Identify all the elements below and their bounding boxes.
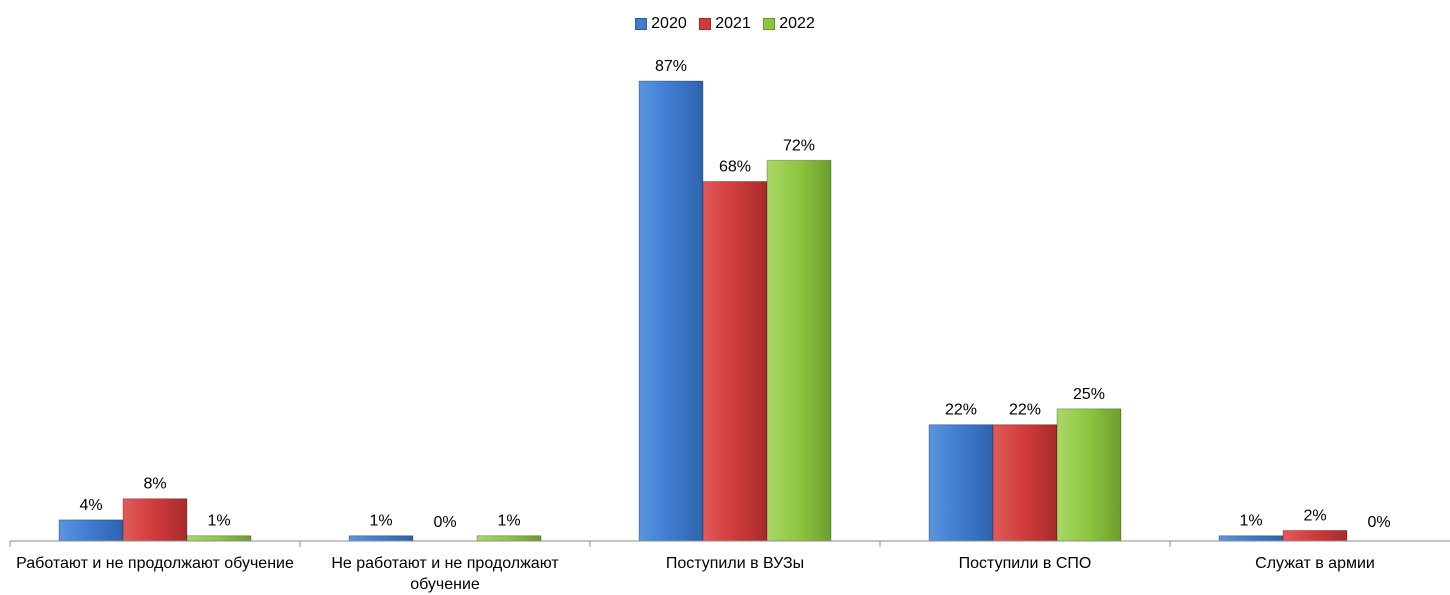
value-labels-layer: 4% 8% 1% 1% 0% 1% 87% 68% 72% 22% 22% 25% 1% 2% 0% (79, 58, 1390, 531)
bar-not-working-2020 (348, 535, 414, 542)
bar-colleges-2020 (928, 424, 994, 542)
bar-colleges-2022 (1056, 408, 1122, 542)
value-label-colleges-2021: 22% (1009, 402, 1041, 419)
category-label-army: Служат в армии (1255, 555, 1375, 572)
bar-not-working-2022 (476, 535, 542, 542)
value-label-not-working-2020: 1% (369, 513, 392, 530)
bar-army-2021 (1282, 529, 1348, 542)
legend-item-2021: 2021 (699, 14, 751, 34)
bar-universities-2020 (638, 80, 704, 542)
legend-swatch-2022 (763, 18, 776, 30)
value-label-universities-2021: 68% (719, 158, 751, 175)
bars-layer (58, 80, 1348, 542)
bar-working-2022 (186, 535, 252, 542)
value-label-universities-2022: 72% (783, 137, 815, 154)
value-label-army-2020: 1% (1239, 513, 1262, 530)
legend-label-2020: 2020 (651, 15, 687, 32)
bar-universities-2021 (702, 180, 768, 542)
legend-label-2022: 2022 (779, 15, 815, 32)
value-label-army-2022: 0% (1367, 514, 1390, 531)
x-axis-ticks (9, 541, 1171, 547)
value-label-not-working-2022: 1% (497, 513, 520, 530)
legend: 2020 2021 2022 (0, 14, 1450, 36)
bar-working-2020 (58, 519, 124, 542)
bar-universities-2022 (766, 159, 832, 542)
legend-label-2021: 2021 (715, 15, 751, 32)
bar-colleges-2021 (992, 424, 1058, 542)
bar-army-2020 (1218, 535, 1284, 542)
value-label-colleges-2022: 25% (1073, 386, 1105, 403)
category-label-not-working: Не работают и не продолжают обучение (331, 555, 559, 593)
legend-item-2022: 2022 (763, 14, 815, 34)
legend-item-2020: 2020 (635, 14, 687, 34)
category-label-colleges: Поступили в СПО (958, 555, 1092, 572)
value-label-working-2020: 4% (79, 497, 102, 514)
category-label-working: Работают и не продолжают обучение (16, 555, 294, 572)
value-label-army-2021: 2% (1303, 507, 1326, 524)
value-label-colleges-2020: 22% (945, 402, 977, 419)
value-label-not-working-2021: 0% (433, 514, 456, 531)
bar-working-2021 (122, 498, 188, 542)
legend-swatch-2020 (635, 18, 648, 30)
value-label-working-2022: 1% (207, 513, 230, 530)
legend-swatch-2021 (699, 18, 712, 30)
value-label-working-2021: 8% (143, 476, 166, 493)
value-label-universities-2020: 87% (655, 58, 687, 75)
category-label-universities: Поступили в ВУЗы (665, 555, 805, 572)
